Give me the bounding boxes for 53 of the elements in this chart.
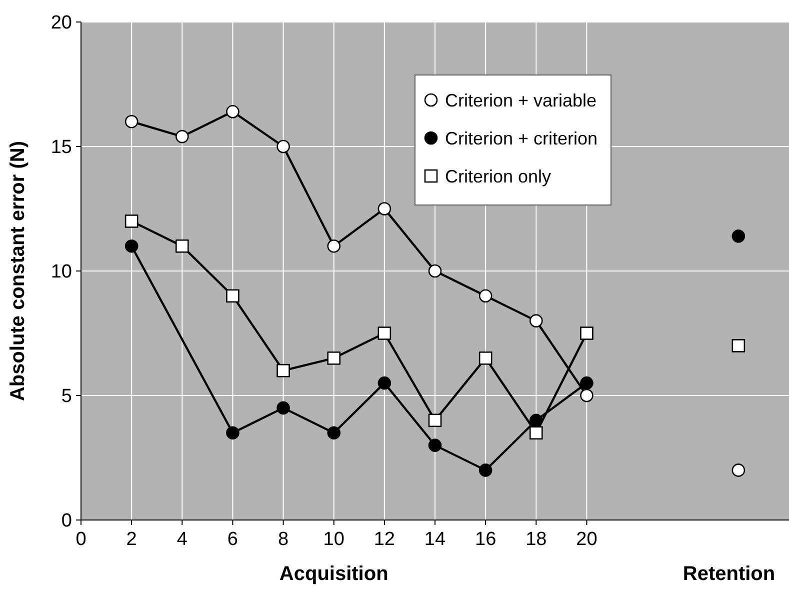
point [428,414,442,428]
x-tick-label: 0 [76,529,86,550]
point [732,464,746,477]
point [580,388,594,402]
point [378,202,392,216]
x-tick-label: 12 [374,529,395,550]
point [428,438,442,452]
point [276,401,290,415]
point [327,239,341,253]
point [478,464,492,477]
point [732,229,746,243]
point [276,364,290,378]
point [276,140,290,154]
point [529,314,543,328]
legend-label: Criterion + criterion [445,128,598,148]
text: Retention [682,563,776,585]
point [378,326,392,340]
point [124,239,138,253]
y-tick-label: 20 [50,12,72,34]
point [478,352,492,365]
point [580,376,594,390]
point [478,289,492,303]
y-tick-label: 15 [50,137,72,158]
x-tick-label: 10 [323,529,344,550]
point [580,326,594,340]
x-tick-label: 14 [424,529,446,550]
point [327,426,341,440]
x-tick-label: 16 [475,529,496,550]
point [124,114,138,128]
legend-label: Criterion only [445,166,552,186]
y-tick-label: 0 [61,510,72,532]
point [327,352,341,365]
point [226,104,240,118]
point [378,376,392,390]
point [732,339,746,352]
x-tick-label: 2 [126,529,137,550]
point [226,289,240,303]
x-tick-label: 4 [176,529,188,550]
x-tick-label: 6 [227,529,238,550]
point [175,239,189,253]
x-tick-label: 8 [278,529,289,550]
y-axis-title: Absolute constant error (N) [7,140,29,402]
y-tick-label: 10 [50,262,72,283]
point [226,426,240,440]
point [124,214,138,228]
point [428,264,442,278]
point [529,426,543,440]
x-tick-label: 20 [576,529,598,550]
y-tick-label: 5 [61,386,72,408]
x-tick-label: 18 [526,529,547,550]
point [175,130,189,144]
legend-label: Criterion + variable [445,90,597,110]
x-axis-title: Acquisition [279,563,388,585]
